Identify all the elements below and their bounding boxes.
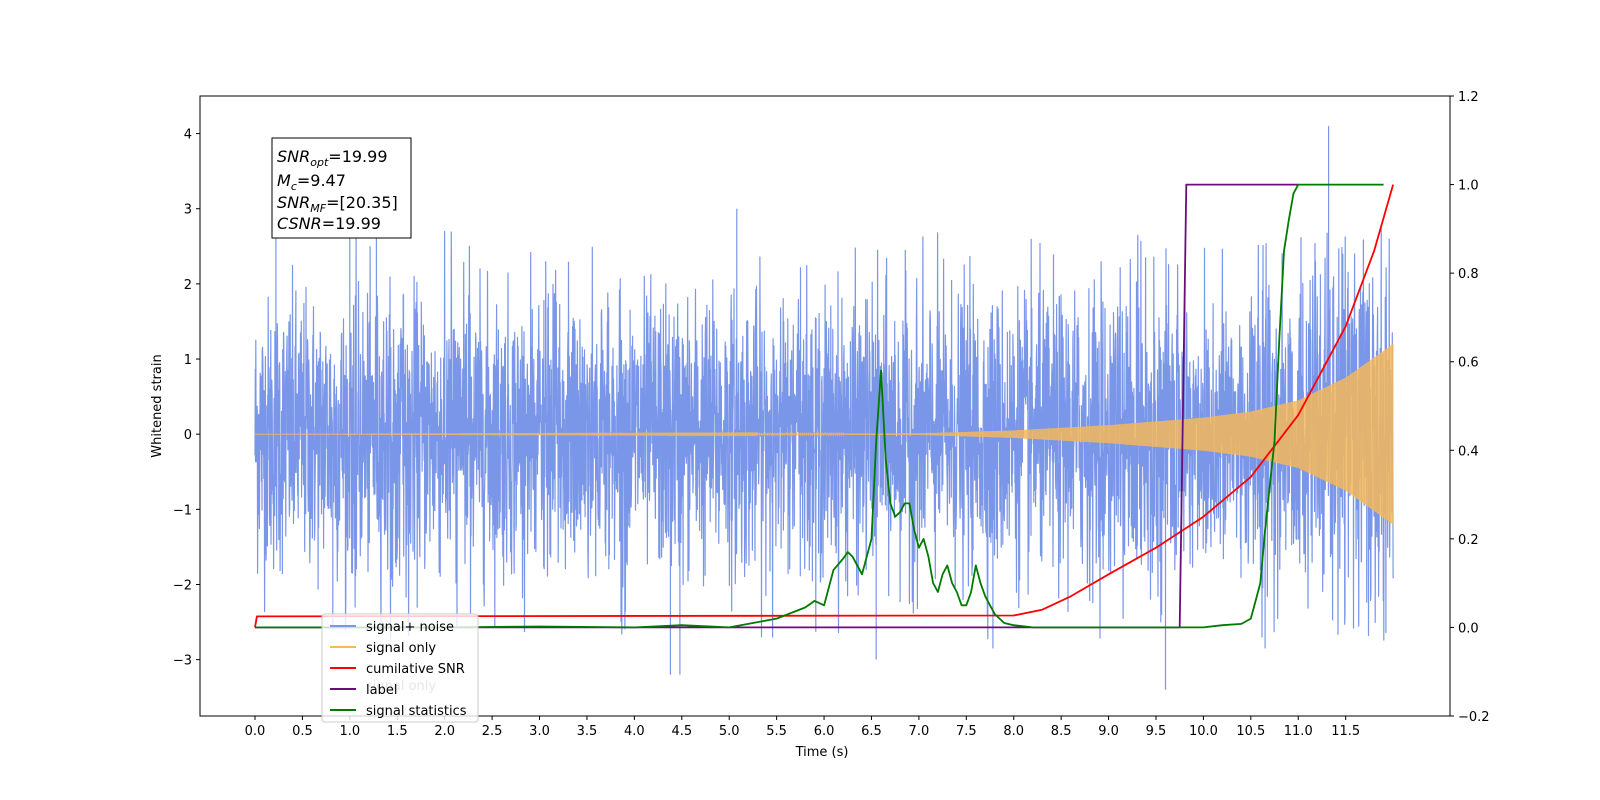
x-tick-label: 9.5 [1146, 724, 1167, 739]
x-tick-label: 8.5 [1051, 724, 1072, 739]
legend-ghost-text: signal only [366, 679, 436, 694]
series-line-signal-statistics [255, 183, 1384, 629]
y-axis-left: 4 3 2 1 0 −1 −2 −3 [173, 128, 200, 669]
x-tick-label: 5.0 [719, 724, 740, 739]
y-tick-label-left: −2 [173, 578, 192, 593]
y-tick-label-right: −0.2 [1458, 710, 1490, 725]
annotation-line: Mc=9.47 [277, 171, 346, 193]
series-line-signal-noise [254, 126, 1394, 690]
series-line-signal-only [255, 343, 1394, 525]
y-tick-label-left: 0 [184, 428, 192, 443]
x-tick-label: 6.0 [814, 724, 835, 739]
y-tick-label-left: 4 [184, 128, 192, 143]
annotation-line: CSNR=19.99 [277, 214, 381, 233]
x-axis-label: Time (s) [795, 745, 849, 760]
x-tick-label: 7.5 [956, 724, 977, 739]
x-tick-label: 2.0 [434, 724, 455, 739]
y-tick-label-right: 1.0 [1458, 179, 1479, 194]
x-tick-label: 10.0 [1189, 724, 1218, 739]
x-tick-label: 3.5 [577, 724, 598, 739]
x-tick-label: 10.5 [1236, 724, 1265, 739]
legend-entry: cumilative SNR [366, 662, 465, 677]
y-tick-label-left: −1 [173, 503, 192, 518]
x-tick-label: 8.0 [1003, 724, 1024, 739]
legend-entry: signal+ noise [366, 620, 454, 635]
y-axis-right: 1.2 1.0 0.8 0.6 0.4 0.2 0.0 −0.2 [1450, 90, 1490, 725]
legend-frame [321, 613, 479, 723]
plot-frame [199, 95, 1451, 717]
legend-entry: signal only [366, 641, 436, 656]
x-tick-label: 11.0 [1284, 724, 1313, 739]
y-tick-label-left: 2 [184, 278, 192, 293]
x-tick-label: 2.5 [482, 724, 503, 739]
x-tick-label: 4.5 [671, 724, 692, 739]
x-tick-label: 3.0 [529, 724, 550, 739]
y-axis-label-left: Whitened strain [150, 354, 165, 457]
series-line-cumilative-snr [254, 184, 1394, 628]
y-tick-label-right: 0.4 [1458, 444, 1479, 459]
y-tick-label-right: 0.6 [1458, 356, 1479, 371]
y-tick-label-right: 1.2 [1458, 90, 1479, 105]
annotation-line: SNRopt=19.99 [277, 147, 388, 169]
y-tick-label-left: 3 [184, 203, 192, 218]
legend-entry: label [366, 683, 397, 698]
series-layer [254, 126, 1394, 690]
legend-entry: signal statistics [366, 704, 467, 719]
y-tick-label-left: −3 [173, 654, 192, 669]
x-axis: 0.0 0.5 1.0 1.5 2.0 2.5 3.0 3.5 4.0 4.5 5.0 5.5 6.0 6… [245, 716, 1360, 739]
annotation-frame [271, 137, 412, 239]
annotation-box: SNRopt=19.99 Mc=9.47 SNRMF=[20.35] CSNR=… [271, 137, 412, 239]
annotation-line: SNRMF=[20.35] [277, 193, 398, 215]
y-tick-label-right: 0.0 [1458, 621, 1479, 636]
x-tick-label: 0.0 [245, 724, 266, 739]
x-tick-label: 4.0 [624, 724, 645, 739]
y-tick-label-right: 0.8 [1458, 267, 1479, 282]
x-tick-label: 0.5 [292, 724, 313, 739]
x-tick-label: 7.0 [909, 724, 930, 739]
x-tick-label: 6.5 [861, 724, 882, 739]
x-tick-label: 11.5 [1331, 724, 1360, 739]
legend: signal only signal+ noise signal only cu… [321, 613, 479, 723]
x-tick-label: 1.5 [387, 724, 408, 739]
x-tick-label: 9.0 [1098, 724, 1119, 739]
y-tick-label-right: 0.2 [1458, 533, 1479, 548]
y-tick-label-left: 1 [184, 353, 192, 368]
x-tick-label: 1.0 [340, 724, 361, 739]
x-tick-label: 5.5 [766, 724, 787, 739]
